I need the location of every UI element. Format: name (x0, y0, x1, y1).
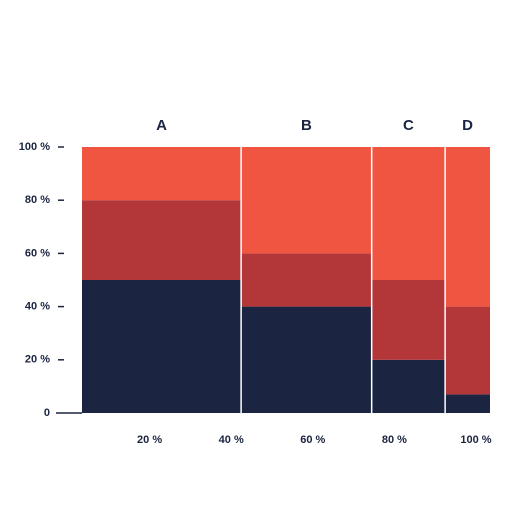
segment (82, 147, 242, 201)
segment (371, 280, 446, 360)
column-label: C (403, 117, 414, 134)
y-tick-label: 0 (44, 407, 50, 419)
y-tick-label: 80 % (25, 194, 50, 206)
x-tick-label: 100 % (460, 434, 491, 446)
x-tick-label: 40 % (219, 434, 244, 446)
y-tick-label: 100 % (19, 141, 50, 153)
x-tick-label: 60 % (300, 434, 325, 446)
y-tick-label: 60 % (25, 247, 50, 259)
segment (445, 306, 490, 395)
y-tick-label: 40 % (25, 301, 50, 313)
segment (445, 394, 490, 413)
segment (371, 147, 446, 280)
column-label: D (462, 117, 473, 134)
x-tick-label: 80 % (382, 434, 407, 446)
segment (82, 280, 242, 413)
y-tick-label: 20 % (25, 354, 50, 366)
segment (82, 200, 242, 280)
segment (241, 306, 372, 413)
column-label: B (301, 117, 312, 134)
segment (371, 359, 446, 413)
segment (445, 147, 490, 307)
segment (241, 253, 372, 307)
x-tick-label: 20 % (137, 434, 162, 446)
column-label: A (156, 117, 167, 134)
segment (241, 147, 372, 254)
